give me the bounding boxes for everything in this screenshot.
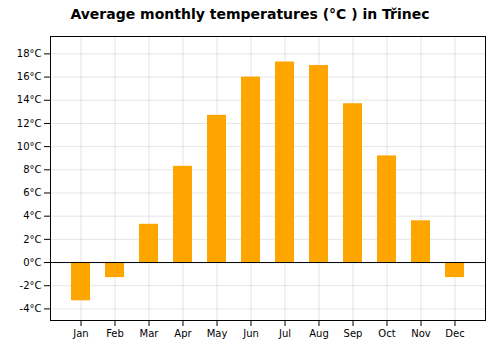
svg-text:Jun: Jun xyxy=(242,328,259,339)
svg-text:Sep: Sep xyxy=(344,328,363,339)
svg-text:Dec: Dec xyxy=(445,328,464,339)
svg-text:4°C: 4°C xyxy=(23,210,41,221)
html-text:Average monthly temperatures (: Average monthly temperatures (°C ) in Tř… xyxy=(70,6,430,22)
svg-text:12°C: 12°C xyxy=(17,118,42,129)
svg-text:14°C: 14°C xyxy=(17,94,42,105)
svg-text:Feb: Feb xyxy=(106,328,124,339)
svg-text:16°C: 16°C xyxy=(17,71,42,82)
svg-text:-2°C: -2°C xyxy=(20,280,42,291)
svg-text:6°C: 6°C xyxy=(23,187,41,198)
svg-text:2°C: 2°C xyxy=(23,234,41,245)
svg-text:May: May xyxy=(207,328,228,339)
svg-text:Aug: Aug xyxy=(309,328,329,339)
svg-text:Jul: Jul xyxy=(278,328,291,339)
svg-text:8°C: 8°C xyxy=(23,164,41,175)
svg-text:18°C: 18°C xyxy=(17,48,42,59)
svg-text:0°C: 0°C xyxy=(23,257,41,268)
svg-text:Nov: Nov xyxy=(411,328,431,339)
svg-text:-4°C: -4°C xyxy=(20,303,42,314)
svg-text:Jan: Jan xyxy=(72,328,88,339)
svg-text:10°C: 10°C xyxy=(17,141,42,152)
svg-text:Apr: Apr xyxy=(174,328,192,339)
svg-text:Mar: Mar xyxy=(140,328,160,339)
svg-text:Oct: Oct xyxy=(378,328,395,339)
